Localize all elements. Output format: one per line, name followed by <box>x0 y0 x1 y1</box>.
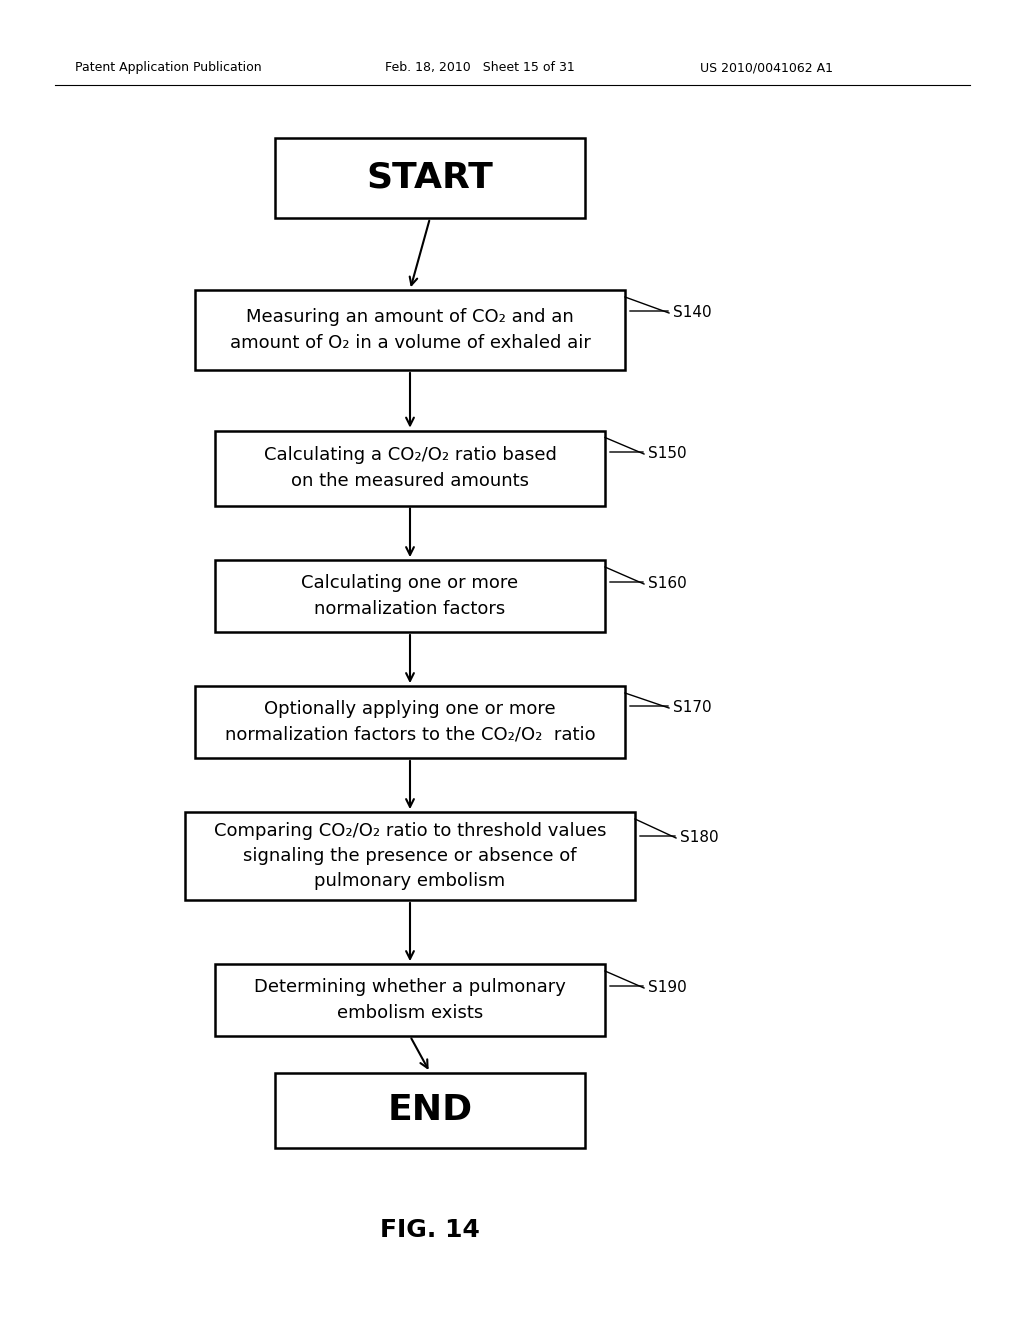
FancyBboxPatch shape <box>215 964 605 1036</box>
Text: S150: S150 <box>648 446 687 461</box>
FancyBboxPatch shape <box>215 430 605 506</box>
Text: Patent Application Publication: Patent Application Publication <box>75 62 261 74</box>
Text: START: START <box>367 161 494 195</box>
Text: Measuring an amount of CO₂ and an
amount of O₂ in a volume of exhaled air: Measuring an amount of CO₂ and an amount… <box>229 309 591 351</box>
Text: Determining whether a pulmonary
embolism exists: Determining whether a pulmonary embolism… <box>254 978 566 1022</box>
FancyBboxPatch shape <box>275 1072 585 1147</box>
Text: US 2010/0041062 A1: US 2010/0041062 A1 <box>700 62 833 74</box>
Text: Optionally applying one or more
normalization factors to the CO₂/O₂  ratio: Optionally applying one or more normaliz… <box>224 701 595 743</box>
FancyBboxPatch shape <box>275 139 585 218</box>
Text: Calculating a CO₂/O₂ ratio based
on the measured amounts: Calculating a CO₂/O₂ ratio based on the … <box>263 446 556 490</box>
Text: S140: S140 <box>673 305 712 319</box>
Text: S180: S180 <box>680 830 719 845</box>
Text: END: END <box>387 1093 472 1127</box>
Text: Feb. 18, 2010   Sheet 15 of 31: Feb. 18, 2010 Sheet 15 of 31 <box>385 62 574 74</box>
Text: Comparing CO₂/O₂ ratio to threshold values
signaling the presence or absence of
: Comparing CO₂/O₂ ratio to threshold valu… <box>214 822 606 890</box>
Text: S160: S160 <box>648 576 687 591</box>
Text: S190: S190 <box>648 979 687 995</box>
Text: FIG. 14: FIG. 14 <box>380 1218 480 1242</box>
FancyBboxPatch shape <box>185 812 635 900</box>
Text: S170: S170 <box>673 700 712 715</box>
FancyBboxPatch shape <box>195 290 625 370</box>
FancyBboxPatch shape <box>195 686 625 758</box>
Text: Calculating one or more
normalization factors: Calculating one or more normalization fa… <box>301 574 518 618</box>
FancyBboxPatch shape <box>215 560 605 632</box>
